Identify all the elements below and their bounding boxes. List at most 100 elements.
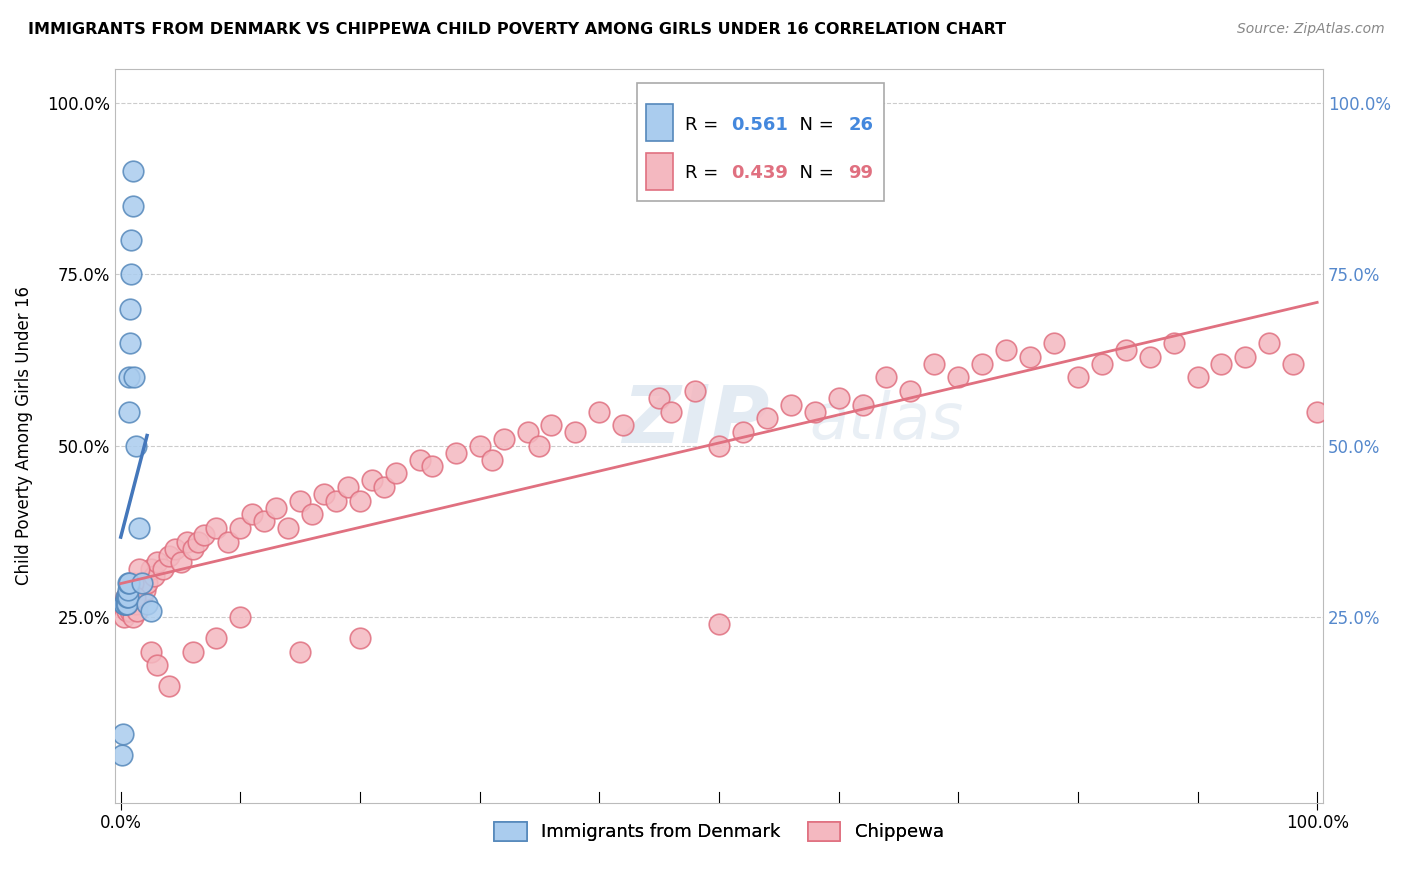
Point: [827, 391, 849, 405]
Point: [112, 597, 135, 611]
Point: [124, 590, 146, 604]
Point: [121, 164, 143, 178]
Point: [1091, 357, 1114, 371]
Point: [612, 418, 634, 433]
Point: [115, 597, 138, 611]
Text: Source: ZipAtlas.com: Source: ZipAtlas.com: [1237, 22, 1385, 37]
Point: [529, 439, 551, 453]
Point: [253, 514, 276, 528]
Point: [1067, 370, 1090, 384]
Point: [145, 658, 167, 673]
Point: [1139, 350, 1161, 364]
Point: [145, 556, 167, 570]
Point: [121, 268, 143, 282]
Text: N =: N =: [787, 116, 839, 134]
Point: [112, 610, 135, 624]
Point: [163, 541, 186, 556]
Point: [128, 562, 150, 576]
Point: [277, 521, 299, 535]
Point: [120, 301, 142, 316]
Point: [707, 439, 730, 453]
Point: [136, 597, 159, 611]
Point: [1115, 343, 1137, 357]
Point: [125, 439, 148, 453]
Point: [120, 603, 142, 617]
Point: [648, 391, 671, 405]
Point: [229, 610, 252, 624]
Text: N =: N =: [787, 164, 839, 183]
Point: [1282, 357, 1305, 371]
Point: [143, 569, 166, 583]
Point: [131, 576, 153, 591]
Point: [349, 631, 371, 645]
Point: [755, 411, 778, 425]
Point: [337, 480, 360, 494]
Text: 0.439: 0.439: [731, 164, 787, 183]
Point: [120, 335, 142, 350]
Point: [152, 562, 174, 576]
Point: [115, 590, 138, 604]
Point: [115, 597, 138, 611]
Point: [301, 508, 323, 522]
Point: [121, 597, 143, 611]
Point: [1211, 357, 1233, 371]
Point: [112, 727, 135, 741]
Point: [803, 404, 825, 418]
Text: ZIP: ZIP: [623, 382, 769, 460]
Point: [157, 679, 180, 693]
Text: atlas: atlas: [810, 390, 965, 452]
Point: [240, 508, 263, 522]
Point: [117, 576, 139, 591]
Point: [229, 521, 252, 535]
Point: [134, 582, 156, 597]
Point: [290, 493, 312, 508]
Point: [290, 645, 312, 659]
Point: [121, 199, 143, 213]
Point: [124, 590, 146, 604]
Point: [181, 645, 204, 659]
Point: [972, 357, 994, 371]
Point: [1306, 404, 1329, 418]
Point: [121, 576, 143, 591]
Point: [898, 384, 921, 398]
Point: [127, 603, 149, 617]
Point: [564, 425, 586, 439]
Point: [139, 645, 162, 659]
Point: [468, 439, 491, 453]
Point: [361, 473, 384, 487]
Point: [444, 446, 467, 460]
Point: [139, 603, 162, 617]
Point: [731, 425, 754, 439]
Point: [118, 590, 141, 604]
Point: [112, 597, 135, 611]
Text: R =: R =: [685, 164, 724, 183]
Point: [492, 432, 515, 446]
Point: [349, 493, 371, 508]
Point: [420, 459, 443, 474]
Point: [169, 556, 191, 570]
Point: [924, 357, 946, 371]
Point: [122, 370, 145, 384]
Point: [373, 480, 395, 494]
Point: [779, 398, 801, 412]
Point: [120, 582, 142, 597]
Point: [157, 549, 180, 563]
Point: [128, 521, 150, 535]
Point: [325, 493, 347, 508]
Point: [114, 590, 136, 604]
Point: [128, 576, 150, 591]
Point: [264, 500, 287, 515]
Legend: Immigrants from Denmark, Chippewa: Immigrants from Denmark, Chippewa: [486, 814, 950, 848]
Point: [125, 597, 148, 611]
Point: [385, 467, 408, 481]
Bar: [647, 153, 673, 190]
Point: [205, 631, 228, 645]
Point: [540, 418, 562, 433]
Point: [114, 597, 136, 611]
Point: [314, 487, 336, 501]
Point: [118, 404, 141, 418]
Point: [118, 370, 141, 384]
Point: [131, 590, 153, 604]
Point: [121, 233, 143, 247]
Point: [409, 452, 432, 467]
